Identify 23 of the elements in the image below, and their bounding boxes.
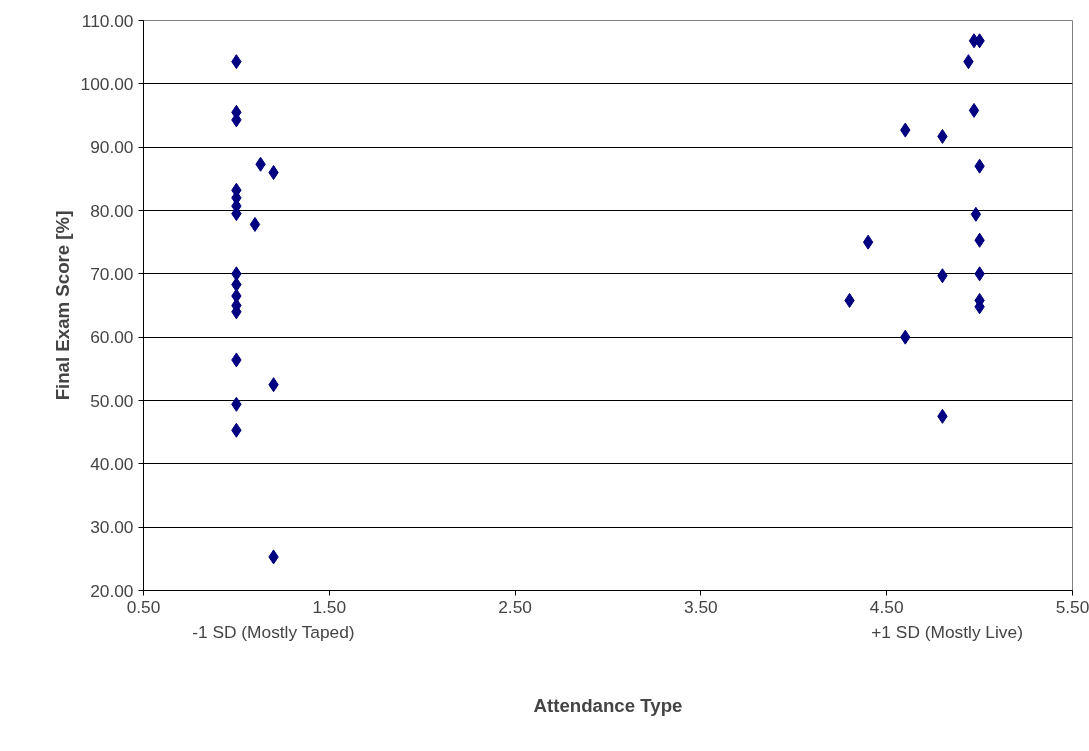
y-tick-label: 110.00 [81, 10, 134, 31]
point [249, 216, 261, 232]
y-tick-label: 40.00 [90, 453, 134, 474]
text: +1 SD (Mostly Live) [871, 621, 1023, 642]
text: -1 SD (Mostly Taped) [192, 621, 355, 642]
y-tick-label: 100.00 [80, 73, 134, 94]
x-tick-label: 4.50 [869, 596, 904, 617]
point [862, 234, 874, 250]
y-axis-title: Final Exam Score [%] [51, 210, 73, 401]
y-tick-label: 90.00 [90, 137, 134, 158]
x-tick-label: 2.50 [498, 596, 532, 617]
point [968, 102, 980, 118]
point [268, 165, 279, 180]
y-tick-label: 50.00 [90, 390, 134, 411]
x-tick-label: 1.50 [312, 596, 347, 617]
point [970, 206, 982, 222]
x-tick-label: 3.50 [684, 596, 718, 617]
y-tick-label: 60.00 [90, 327, 134, 348]
y-tick-label: 80.00 [90, 200, 134, 221]
x-axis-title: Attendance Type [533, 694, 683, 716]
y-tick-label: 70.00 [90, 263, 134, 284]
x-tick-label: 5.50 [1055, 596, 1089, 617]
y-tick-label: 30.00 [90, 517, 134, 538]
